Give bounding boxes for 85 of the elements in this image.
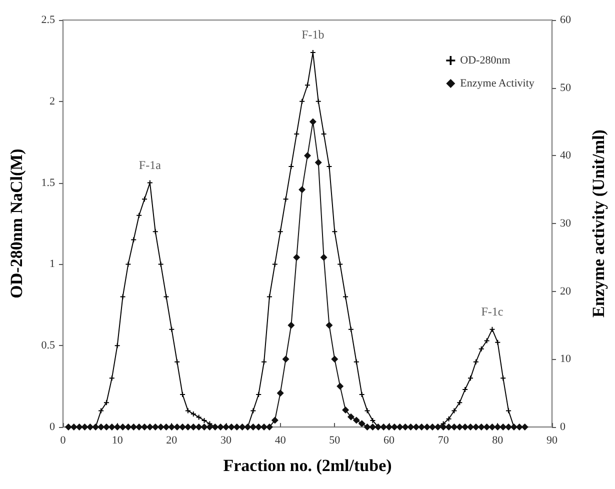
y-axis-title: OD-280nm NaCl(M) xyxy=(7,148,26,298)
point xyxy=(147,180,152,186)
point xyxy=(490,326,495,332)
y-tick-label: 2 xyxy=(50,95,55,108)
point xyxy=(250,408,256,414)
point xyxy=(348,326,354,332)
point xyxy=(272,262,278,267)
point xyxy=(109,376,114,381)
point xyxy=(332,229,338,234)
point xyxy=(370,418,376,423)
x-tick-label: 90 xyxy=(546,434,558,446)
point xyxy=(338,262,343,267)
y-tick-label: 1 xyxy=(50,258,55,270)
legend-label: Enzyme Activity xyxy=(460,78,535,90)
point xyxy=(278,229,283,234)
point xyxy=(114,343,120,348)
x-tick-label: 20 xyxy=(166,434,178,446)
point xyxy=(500,376,506,381)
legend-label: OD-280nm xyxy=(460,54,511,66)
x-tick-label: 40 xyxy=(274,434,286,446)
y-tick-label: 0 xyxy=(50,421,56,433)
point xyxy=(126,262,131,267)
point xyxy=(152,229,158,234)
annotation: F-1c xyxy=(481,304,504,318)
point xyxy=(300,98,305,104)
point xyxy=(305,82,310,88)
y2-axis-title: Enzyme activity (Unit/ml) xyxy=(589,130,608,318)
point xyxy=(343,294,348,300)
point xyxy=(364,408,370,414)
y-tick-label: 0.5 xyxy=(41,340,56,352)
annotation: F-1a xyxy=(138,158,162,172)
point xyxy=(478,346,484,352)
point xyxy=(256,392,262,397)
point xyxy=(131,237,136,242)
point xyxy=(190,411,196,416)
point xyxy=(468,376,473,381)
point xyxy=(283,196,288,202)
y2-tick-label: 30 xyxy=(560,218,572,230)
point xyxy=(457,400,462,406)
point xyxy=(185,408,190,414)
point xyxy=(180,392,186,397)
point xyxy=(495,340,500,345)
annotation: F-1b xyxy=(302,28,324,42)
y2-tick-label: 0 xyxy=(560,421,566,433)
y2-tick-label: 40 xyxy=(560,150,572,162)
x-tick-label: 60 xyxy=(384,434,395,446)
point xyxy=(98,408,104,414)
point xyxy=(266,294,272,300)
y-tick-label: 1.5 xyxy=(41,176,56,189)
point xyxy=(174,359,180,364)
x-tick-label: 0 xyxy=(60,434,66,446)
y2-tick-label: 10 xyxy=(560,353,572,366)
point xyxy=(294,131,300,136)
point xyxy=(321,131,326,136)
y2-tick-label: 60 xyxy=(560,14,572,26)
point xyxy=(202,418,207,423)
point xyxy=(164,294,169,300)
x-axis-title: Fraction no. (2ml/tube) xyxy=(223,456,392,475)
x-tick-label: 80 xyxy=(492,434,504,446)
x-tick-label: 30 xyxy=(220,434,232,446)
point xyxy=(262,359,267,364)
point xyxy=(158,262,164,267)
point xyxy=(326,164,332,170)
point xyxy=(506,408,512,414)
point xyxy=(359,392,364,397)
point xyxy=(196,414,202,420)
y-tick-label: 2.5 xyxy=(41,14,56,26)
point xyxy=(169,326,174,332)
point xyxy=(484,338,490,344)
point xyxy=(136,212,142,218)
point xyxy=(316,98,321,104)
y2-tick-label: 50 xyxy=(560,82,572,94)
point xyxy=(142,196,147,202)
x-tick-label: 50 xyxy=(329,434,341,446)
point xyxy=(120,294,126,300)
point xyxy=(288,164,294,170)
point xyxy=(104,400,109,406)
point xyxy=(446,416,452,422)
point xyxy=(473,359,478,364)
x-tick-label: 70 xyxy=(438,434,450,446)
y2-tick-label: 20 xyxy=(560,285,572,298)
point xyxy=(462,387,468,392)
point xyxy=(354,359,359,364)
x-tick-label: 10 xyxy=(112,434,124,446)
point xyxy=(452,408,457,414)
